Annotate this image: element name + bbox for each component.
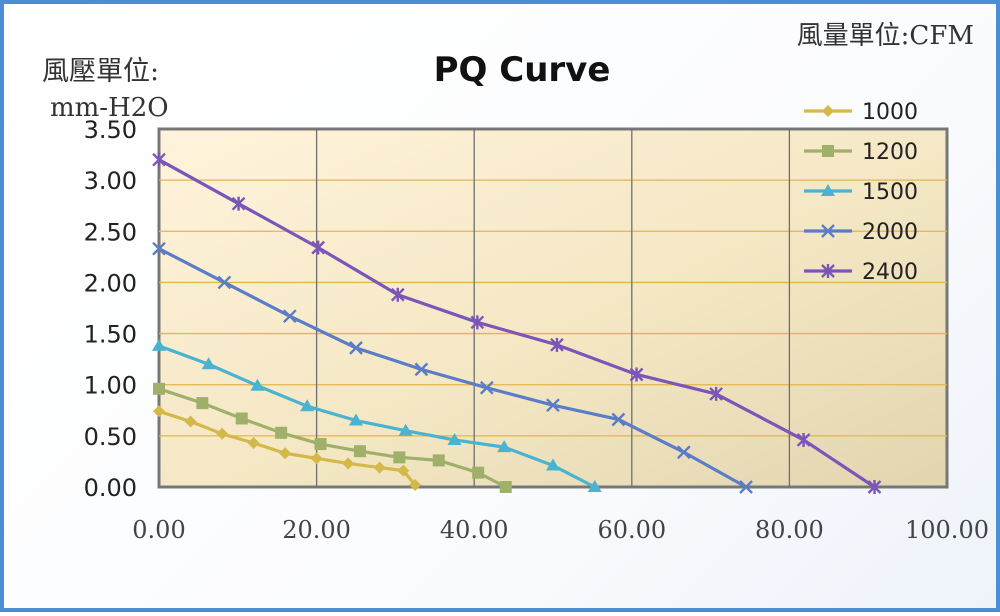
data-point-2000 [739, 480, 753, 494]
chart-title: PQ Curve [434, 50, 611, 90]
data-point-2400 [390, 287, 405, 302]
y-tick-label: 3.50 [84, 116, 137, 144]
legend-label: 1200 [862, 140, 918, 165]
data-point-1000 [216, 427, 229, 440]
data-point-1500 [349, 413, 363, 426]
data-point-1200 [314, 438, 327, 451]
legend-label: 1500 [862, 180, 918, 205]
data-point-1200 [472, 466, 485, 479]
series-2400 [152, 152, 882, 494]
legend-item-2000: 2000 [804, 220, 918, 245]
legend-label: 1000 [862, 100, 918, 125]
legend-item-2400: 2400 [804, 260, 918, 285]
legend-item-1000: 1000 [804, 100, 918, 125]
legend-marker [821, 184, 835, 196]
data-point-2000 [676, 445, 691, 460]
data-point-2000 [217, 275, 232, 290]
series-2000 [152, 241, 753, 494]
x-tick-label: 60.00 [597, 516, 666, 544]
legend-label: 2400 [862, 260, 918, 285]
plot-area [157, 127, 949, 489]
legend-marker [822, 145, 834, 157]
data-point-2400 [152, 152, 166, 167]
y-axis-label-line2: mm-H2O [50, 93, 169, 123]
x-tick-label: 0.00 [132, 516, 185, 544]
data-point-2400 [311, 240, 326, 255]
series-line-2400 [158, 158, 876, 489]
data-point-2400 [231, 196, 246, 211]
legend-item-1500: 1500 [804, 180, 918, 205]
data-point-1000 [342, 457, 355, 470]
data-point-1500 [250, 378, 265, 391]
series-1500 [152, 338, 602, 492]
axis-ticks: 0.00 0.50 1.00 1.50 2.00 2.50 3.00 3.50 0.00 20.0… [84, 116, 989, 544]
legend-label: 2000 [862, 220, 918, 245]
data-point-2400 [470, 315, 485, 330]
data-point-1500 [300, 399, 315, 412]
data-point-2000 [546, 398, 560, 413]
data-point-1500 [587, 480, 602, 492]
data-point-1000 [310, 452, 323, 465]
data-point-1000 [279, 447, 292, 460]
data-point-1500 [447, 432, 462, 445]
data-point-2000 [349, 341, 363, 355]
data-point-1500 [398, 423, 413, 436]
data-point-1500 [201, 357, 216, 370]
x-tick-label: 100.00 [905, 516, 989, 544]
data-point-2400 [796, 432, 811, 447]
x-tick-label: 40.00 [440, 516, 509, 544]
series-line-2000 [158, 247, 747, 489]
y-tick-label: 2.00 [84, 269, 137, 297]
data-point-1200 [275, 426, 288, 439]
pq-chart: 0.00 0.50 1.00 1.50 2.00 2.50 3.00 3.50 0.00 20.0… [42, 21, 989, 544]
data-point-1000 [397, 464, 410, 477]
data-point-1000 [184, 415, 197, 428]
y-tick-label: 1.50 [84, 321, 137, 349]
data-point-2000 [152, 241, 166, 256]
y-tick-label: 3.00 [84, 167, 137, 195]
data-point-1200 [235, 412, 248, 425]
data-point-1500 [546, 458, 560, 471]
y-tick-label: 0.50 [84, 423, 137, 451]
legend-marker [821, 224, 835, 238]
data-point-2000 [414, 362, 429, 377]
data-point-1000 [409, 478, 422, 491]
x-tick-label: 80.00 [755, 516, 824, 544]
data-point-1500 [497, 440, 512, 453]
legend-marker [822, 105, 834, 117]
series-1200 [153, 382, 512, 493]
data-point-1200 [499, 481, 512, 493]
y-tick-label: 1.00 [84, 372, 137, 400]
data-point-1000 [153, 405, 165, 418]
data-point-1200 [393, 451, 406, 464]
data-point-2400 [629, 367, 644, 382]
y-axis-label-line1: 風壓單位: [42, 56, 159, 87]
data-point-1200 [432, 454, 445, 467]
legend-item-1200: 1200 [804, 140, 918, 165]
data-point-2000 [282, 309, 297, 324]
data-point-1000 [373, 461, 386, 474]
series-line-1200 [158, 387, 507, 489]
legend: 1000 1200 1500 2000 2400 [804, 100, 918, 285]
x-tick-label: 20.00 [282, 516, 351, 544]
data-point-2000 [479, 380, 494, 395]
series-line-1000 [158, 409, 417, 486]
data-point-1000 [247, 437, 260, 450]
data-point-1200 [353, 445, 366, 458]
y-tick-label: 0.00 [84, 474, 137, 502]
data-point-2400 [709, 386, 723, 401]
series-layer [152, 152, 882, 494]
legend-marker [821, 264, 835, 278]
data-point-1200 [196, 397, 209, 410]
x-axis-label: 風量單位:CFM [797, 21, 974, 51]
data-point-1200 [153, 382, 165, 395]
data-point-1500 [152, 338, 166, 351]
y-tick-label: 2.50 [84, 218, 137, 246]
series-1000 [153, 405, 422, 491]
data-point-2000 [611, 412, 626, 427]
data-point-2400 [550, 337, 564, 352]
data-point-2400 [867, 480, 882, 494]
series-line-1500 [158, 344, 596, 489]
